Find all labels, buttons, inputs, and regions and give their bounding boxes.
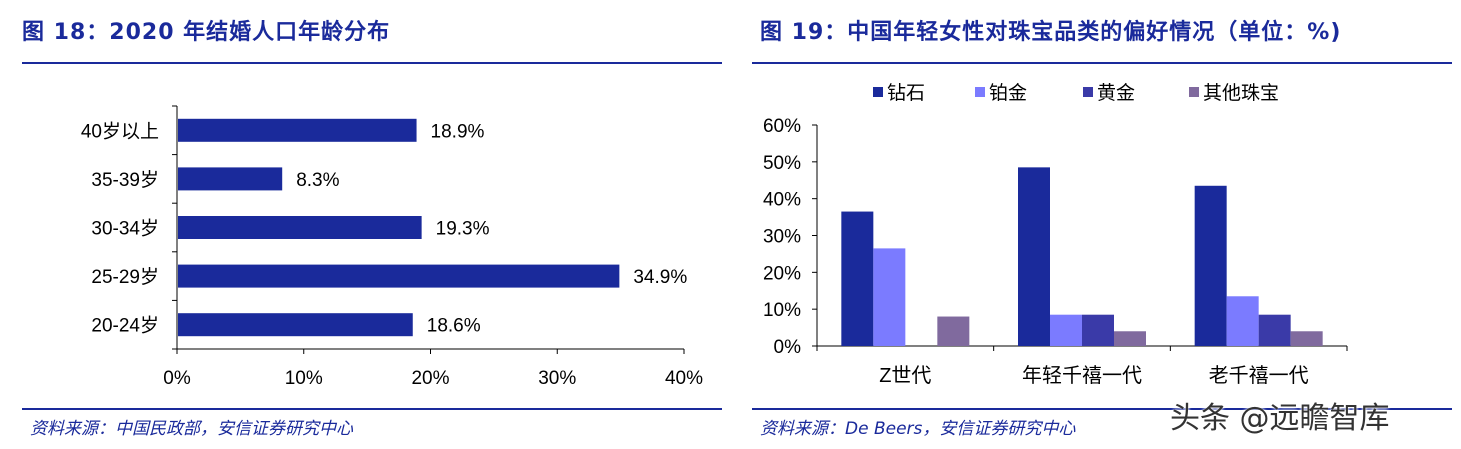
column-bar — [1050, 314, 1082, 346]
right-title-rule — [752, 62, 1452, 64]
age-distribution-chart: 0% 10% 20% 30% 40% 40岁以上 18.9% 35-39岁 8.3% 30-34岁… — [81, 105, 703, 389]
legend-label: 黄金 — [1097, 82, 1135, 104]
legend-swatch — [1189, 87, 1199, 97]
y-tick-label: 50% — [763, 153, 801, 174]
column-bar — [937, 316, 970, 346]
category-label: 25-29岁 — [91, 266, 159, 288]
legend-swatch — [873, 87, 883, 97]
column-bar — [1258, 314, 1291, 346]
watermark-text: 头条 @远瞻智库 — [1170, 401, 1390, 436]
column-bar — [1290, 331, 1323, 346]
legend-swatch — [1083, 87, 1093, 97]
column-bar — [1018, 167, 1050, 346]
legend-label: 钻石 — [887, 82, 925, 104]
y-tick-label: 60% — [763, 116, 801, 137]
right-source-rule — [752, 408, 1452, 410]
data-label: 19.3% — [436, 219, 490, 240]
y-tick-label: 10% — [763, 300, 801, 321]
category-label: 35-39岁 — [91, 169, 159, 191]
data-label: 8.3% — [296, 170, 339, 191]
bar — [178, 313, 413, 337]
bar — [178, 264, 620, 288]
category-label: Z世代 — [879, 364, 931, 387]
x-tick-label: 40% — [665, 368, 703, 389]
y-tick-label: 30% — [763, 227, 801, 248]
category-label: 40岁以上 — [81, 120, 159, 142]
category-label: 老千禧一代 — [1209, 364, 1309, 387]
left-source-rule — [22, 408, 722, 410]
x-tick-label: 0% — [163, 368, 191, 389]
x-tick-label: 10% — [285, 368, 323, 389]
x-tick-label: 30% — [538, 368, 576, 389]
data-label: 34.9% — [633, 267, 687, 288]
right-chart-title: 图 19：中国年轻女性对珠宝品类的偏好情况（单位：%) — [760, 20, 1342, 45]
column-bar — [1082, 314, 1114, 346]
legend-swatch — [975, 87, 985, 97]
data-label: 18.9% — [431, 121, 485, 142]
column-bar — [841, 211, 874, 346]
category-label: 30-34岁 — [91, 218, 159, 240]
right-source-note: 资料来源：De Beers，安信证券研究中心 — [760, 419, 1076, 439]
category-label: 20-24岁 — [91, 315, 159, 337]
bar — [178, 167, 283, 191]
right-chart-panel: 图 19：中国年轻女性对珠宝品类的偏好情况（单位：%) 0% 10% 20% 30% 4… — [730, 0, 1461, 449]
y-tick-label: 0% — [774, 337, 802, 358]
left-title-rule — [22, 62, 722, 64]
bar — [178, 118, 417, 142]
y-tick-label: 40% — [763, 190, 801, 211]
x-tick-label: 20% — [411, 368, 449, 389]
category-label: 年轻千禧一代 — [1022, 364, 1142, 387]
left-source-note: 资料来源：中国民政部，安信证券研究中心 — [30, 419, 353, 439]
left-chart-panel: 图 18：2020 年结婚人口年龄分布 0% 10% 20% 30% 40% 40岁以上 1… — [0, 0, 730, 449]
legend-label: 其他珠宝 — [1203, 82, 1279, 104]
column-bar — [1226, 296, 1259, 346]
data-label: 18.6% — [427, 316, 481, 337]
column-bar — [873, 248, 906, 346]
y-tick-label: 20% — [763, 263, 801, 284]
bar — [178, 216, 422, 239]
left-chart-title: 图 18：2020 年结婚人口年龄分布 — [22, 20, 391, 45]
column-bar — [1194, 185, 1227, 346]
column-bar — [1114, 331, 1146, 346]
legend-label: 铂金 — [989, 82, 1027, 104]
jewelry-preference-chart: 0% 10% 20% 30% 40% 50% 60% Z世代 年轻千禧一代 老千禧一代 钻石 铂金 黄金… — [763, 82, 1348, 387]
